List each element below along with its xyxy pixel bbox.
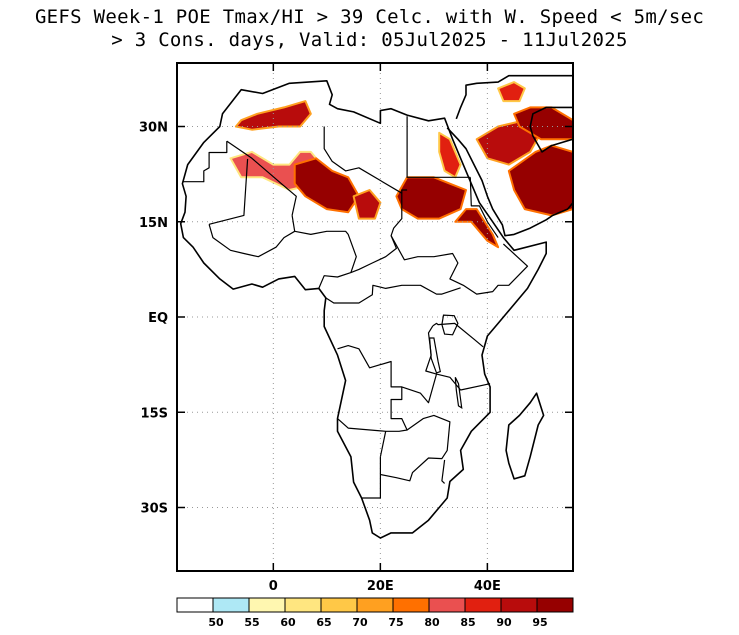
heat-region-mesopotamia: [497, 81, 526, 103]
country-border: [226, 140, 297, 216]
country-border: [182, 141, 228, 183]
colorbar-swatch: [428, 597, 466, 613]
colorbar-swatch: [212, 597, 250, 613]
colorbar-label: 60: [280, 616, 296, 629]
colorbar-swatch: [284, 597, 322, 613]
colorbar-label: 90: [496, 616, 512, 629]
colorbar-label: 80: [424, 616, 440, 629]
colorbar-swatch: [536, 597, 574, 613]
arabia-coastline: [446, 74, 573, 237]
heat-layer: [229, 81, 573, 249]
country-border: [337, 386, 408, 432]
country-border: [390, 235, 529, 295]
colorbar-swatch: [248, 597, 286, 613]
country-border: [441, 459, 446, 484]
colorbar: 50 55 60 65 70 75 80 85 90 95: [176, 597, 574, 629]
country-border: [380, 414, 451, 482]
heat-region-niger-chad: [293, 157, 360, 214]
colorbar-swatch: [320, 597, 358, 613]
country-border: [361, 456, 381, 499]
lake-malawi: [454, 377, 463, 409]
y-tick-label: EQ: [148, 311, 168, 326]
country-border: [406, 116, 471, 178]
heat-region-sudan-north: [395, 176, 467, 220]
heat-region-iraq-gulf: [513, 106, 573, 141]
y-tick-label: 30S: [141, 502, 168, 517]
gridlines: [177, 63, 573, 571]
country-border: [208, 224, 296, 258]
heat-region-arabia-north: [475, 119, 542, 166]
lake-tanganyika: [428, 337, 442, 374]
colorbar-label: 50: [208, 616, 224, 629]
coastlines-and-borders: [179, 74, 573, 539]
colorbar-label: 95: [532, 616, 547, 629]
country-border: [208, 158, 249, 225]
heat-region-red-sea-coast: [454, 208, 500, 249]
country-border: [432, 322, 484, 348]
country-border: [323, 126, 403, 274]
colorbar-label: 85: [460, 616, 475, 629]
country-border: [325, 284, 461, 304]
y-tick-label: 15N: [139, 216, 168, 231]
map-title-line-1: GEFS Week-1 POE Tmax/HI > 39 Celc. with …: [34, 6, 705, 28]
lake-victoria: [441, 314, 459, 336]
madagascar-coastline: [505, 392, 545, 480]
country-border: [401, 189, 408, 194]
x-tick-label: 20E: [367, 579, 394, 594]
country-border: [379, 431, 387, 457]
africa-coastline: [179, 80, 548, 539]
colorbar-label: 65: [316, 616, 331, 629]
colorbar-label: 55: [244, 616, 259, 629]
colorbar-swatch: [176, 597, 214, 613]
axis-ticks: 0 20E 40E 30N 15N EQ 15S 30S: [139, 63, 573, 594]
colorbar-swatch: [500, 597, 538, 613]
colorbar-swatch: [356, 597, 394, 613]
colorbar-label: 70: [352, 616, 368, 629]
country-border: [337, 325, 438, 404]
x-tick-label: 0: [269, 579, 278, 594]
y-tick-label: 15S: [141, 406, 168, 421]
heat-region-algeria-north: [234, 100, 312, 131]
colorbar-swatch: [392, 597, 430, 613]
colorbar-label: 75: [388, 616, 403, 629]
country-border: [291, 215, 357, 289]
y-tick-label: 30N: [139, 121, 168, 136]
heat-region-chad-east: [352, 189, 382, 220]
colorbar-swatch: [464, 597, 502, 613]
x-tick-label: 40E: [474, 579, 501, 594]
country-border: [469, 177, 499, 238]
map-title-line-2: > 3 Cons. days, Valid: 05Jul2025 - 11Jul…: [111, 29, 628, 51]
